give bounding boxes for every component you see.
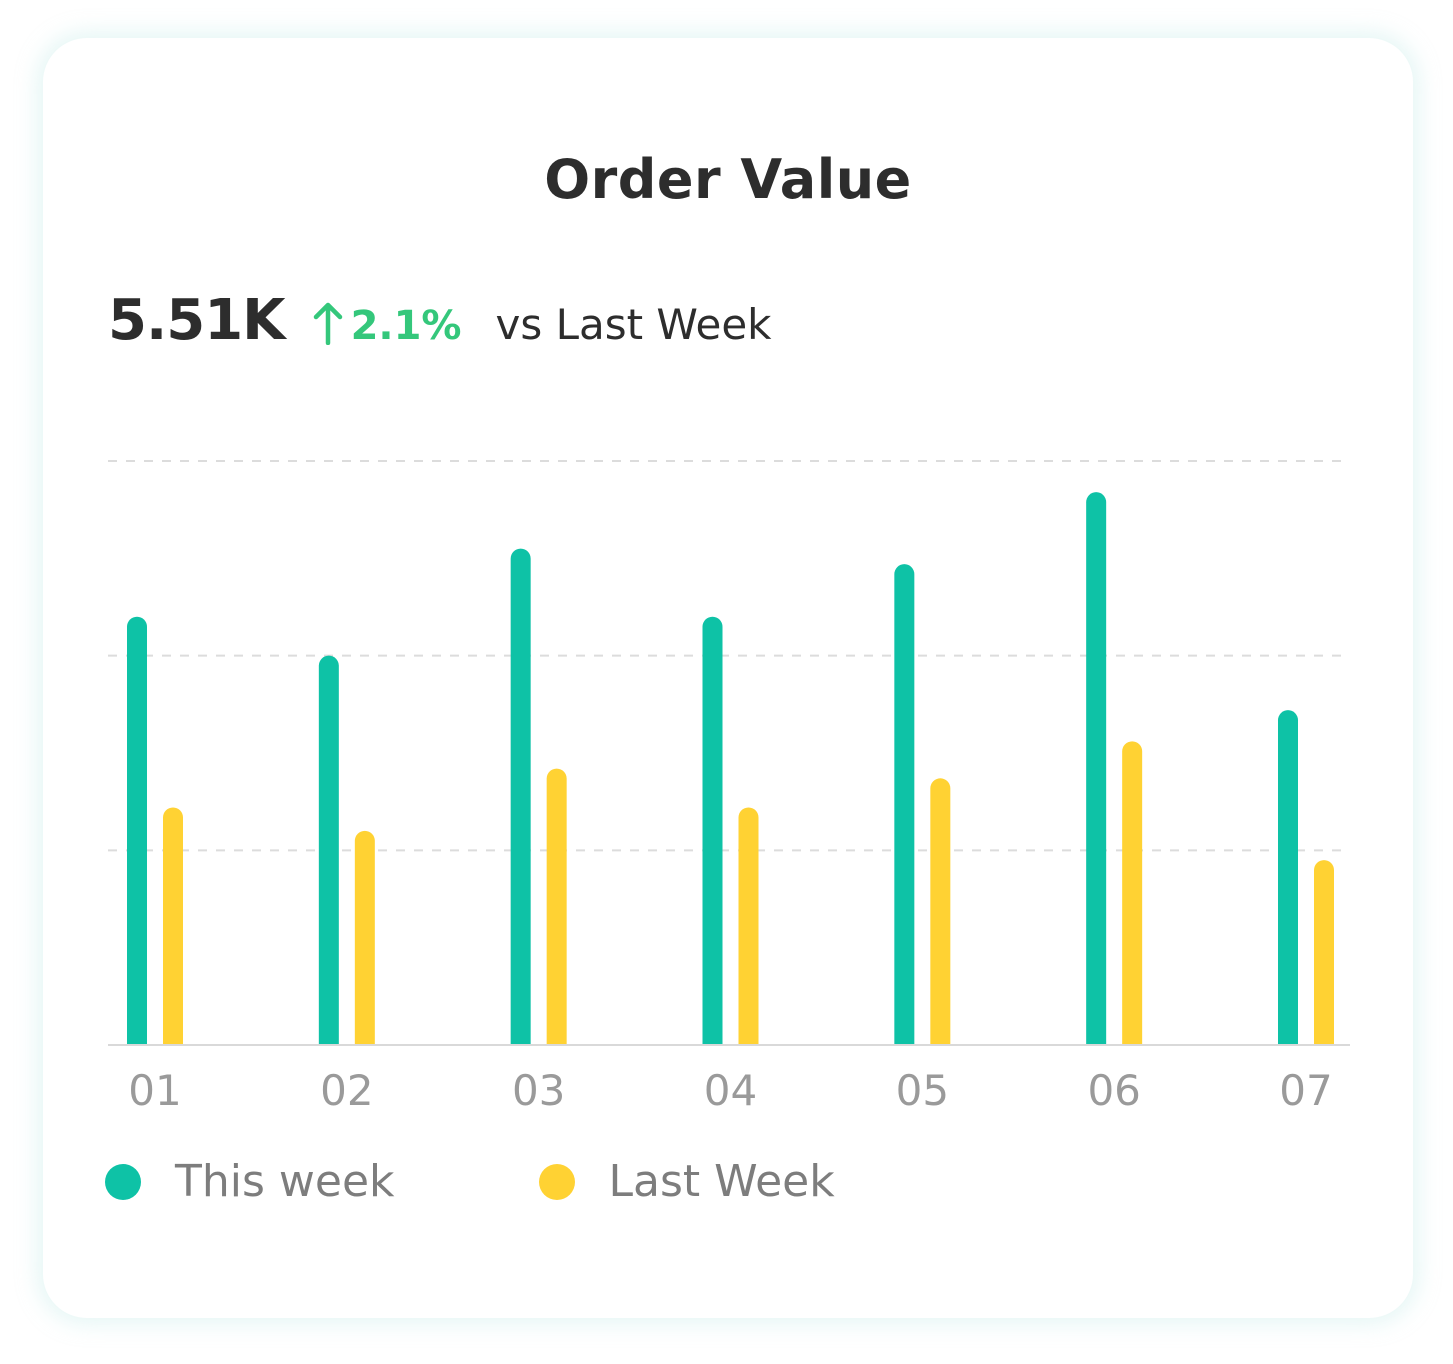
legend-dot-last-week — [538, 1163, 575, 1200]
legend-item-this-week: This week — [105, 1156, 395, 1207]
bar-this-week-06 — [1086, 492, 1107, 1045]
order-value-card: Order Value 5.51K 2.1% vs Last Week This… — [43, 38, 1413, 1318]
card-title: Order Value — [544, 148, 912, 211]
arrow-up-icon — [313, 302, 342, 345]
bar-last-week-07 — [1314, 860, 1334, 1045]
bar-last-week-05 — [930, 778, 951, 1045]
bar-last-week-02 — [354, 830, 375, 1045]
x-tick-label: 05 — [896, 1066, 949, 1115]
legend-label-last-week: Last Week — [608, 1156, 835, 1207]
bar-last-week-06 — [1122, 741, 1143, 1045]
x-tick-label: 02 — [320, 1066, 373, 1115]
bar-last-week-01 — [163, 807, 183, 1045]
kpi-value: 5.51K — [108, 288, 286, 353]
bar-this-week-03 — [510, 548, 531, 1045]
x-tick-label: 06 — [1087, 1066, 1140, 1115]
x-tick-label: 01 — [128, 1066, 181, 1115]
bar-last-week-03 — [546, 768, 567, 1045]
x-tick-label: 07 — [1279, 1066, 1332, 1115]
bar-this-week-01 — [127, 616, 147, 1045]
bar-this-week-02 — [318, 655, 339, 1045]
x-tick-label: 03 — [512, 1066, 565, 1115]
trend-indicator: 2.1% — [313, 302, 462, 349]
comparison-label: vs Last Week — [495, 300, 772, 349]
legend-dot-this-week — [105, 1163, 141, 1200]
x-tick-label: 04 — [704, 1066, 757, 1115]
bar-this-week-07 — [1278, 710, 1298, 1045]
bar-this-week-05 — [894, 564, 915, 1045]
legend-label-this-week: This week — [175, 1156, 395, 1207]
legend-item-last-week: Last Week — [538, 1156, 835, 1207]
trend-percentage: 2.1% — [350, 303, 462, 349]
chart-legend: This week Last Week — [105, 1156, 835, 1207]
kpi-summary: 5.51K 2.1% vs Last Week — [108, 288, 772, 353]
bar-this-week-04 — [702, 616, 723, 1045]
bar-last-week-04 — [738, 807, 759, 1045]
